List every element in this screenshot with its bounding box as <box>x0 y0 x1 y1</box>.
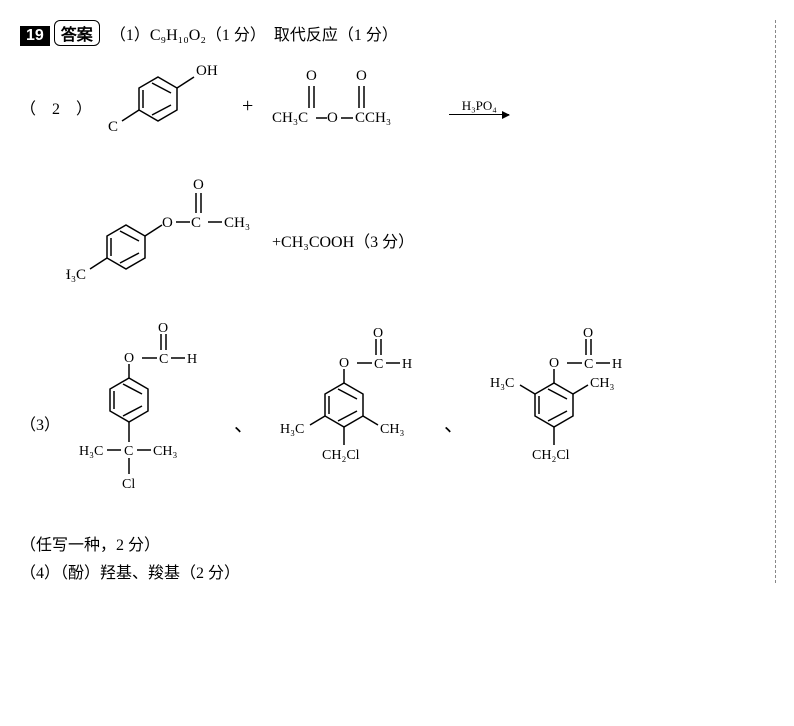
isomer-a-molecule: O C O H H₃C C CH₃ Cl <box>74 320 214 525</box>
isomer-b-molecule: O C O H H₃C CH₃ CH₂Cl <box>274 325 424 520</box>
svg-text:O: O <box>373 326 383 341</box>
svg-text:O: O <box>356 68 367 84</box>
svg-text:C: C <box>191 215 201 231</box>
svg-text:O: O <box>306 68 317 84</box>
part2-label: （ 2 ） <box>20 95 92 119</box>
svg-text:O: O <box>339 356 349 371</box>
svg-text:O: O <box>193 177 204 193</box>
svg-text:CH₃: CH₃ <box>380 422 404 437</box>
p-cresyl-acetate-molecule: O C CH₃ O H₃C <box>66 167 266 312</box>
byproduct-text: +CH₃COOH（3 分） <box>272 228 414 252</box>
svg-text:O: O <box>162 215 173 231</box>
svg-text:CH₂Cl: CH₂Cl <box>322 448 360 463</box>
svg-text:C: C <box>124 444 133 459</box>
svg-text:H: H <box>612 357 622 372</box>
svg-text:H₃C: H₃C <box>280 422 304 437</box>
svg-text:C: C <box>159 352 168 367</box>
part1-text: （1）C₉H₁₀O₂（1 分） 取代反应（1 分） <box>110 27 398 44</box>
isomer-c-molecule: O C O H H₃C CH₃ CH₂Cl <box>484 325 634 520</box>
svg-text:O: O <box>158 321 168 336</box>
svg-text:C: C <box>584 357 593 372</box>
part4-text: （4）（酚）羟基、羧基（2 分） <box>20 559 774 583</box>
part3-label: （3） <box>20 411 60 435</box>
svg-text:CCH₃: CCH₃ <box>355 110 391 126</box>
svg-text:OH: OH <box>196 63 218 79</box>
part3-note: （任写一种，2 分） <box>20 531 774 555</box>
separator-2: 、 <box>444 408 464 437</box>
svg-text:CH₃: CH₃ <box>590 376 614 391</box>
svg-text:H₃C: H₃C <box>490 376 514 391</box>
acetic-anhydride-molecule: CH₃C O CCH₃ O O <box>267 64 437 149</box>
reaction-arrow: H₃PO₄ <box>449 98 509 115</box>
right-divider <box>775 20 776 583</box>
svg-text:O: O <box>124 351 134 366</box>
svg-text:O: O <box>549 356 559 371</box>
part3-row: （3） O C O H <box>20 320 774 525</box>
svg-text:CH₃: CH₃ <box>153 444 177 459</box>
part2-product: O C CH₃ O H₃C +CH₃COOH（3 分） <box>60 167 774 312</box>
catalyst-label: H₃PO₄ <box>449 98 509 114</box>
svg-text:H: H <box>402 357 412 372</box>
svg-text:Cl: Cl <box>122 477 135 492</box>
svg-text:H₃C: H₃C <box>66 267 86 283</box>
answer-label: 答案 <box>54 20 100 46</box>
header-line: 19答案 （1）C₉H₁₀O₂（1 分） 取代反应（1 分） <box>20 20 774 46</box>
svg-text:O: O <box>583 326 593 341</box>
part2-reaction: （ 2 ） OH H₃C + CH₃C O CCH₃ O O <box>20 54 774 159</box>
p-cresol-molecule: OH H₃C <box>108 54 228 159</box>
svg-text:H₃C: H₃C <box>108 119 118 135</box>
svg-text:O: O <box>327 110 338 126</box>
svg-text:H₃C: H₃C <box>79 444 103 459</box>
svg-text:CH₃C: CH₃C <box>272 110 308 126</box>
separator-1: 、 <box>234 408 254 437</box>
svg-text:C: C <box>374 357 383 372</box>
svg-text:CH₂Cl: CH₂Cl <box>532 448 570 463</box>
svg-text:CH₃: CH₃ <box>224 215 250 231</box>
plus-sign-1: + <box>242 95 253 118</box>
svg-text:H: H <box>187 352 197 367</box>
question-number-badge: 19 <box>20 26 50 46</box>
